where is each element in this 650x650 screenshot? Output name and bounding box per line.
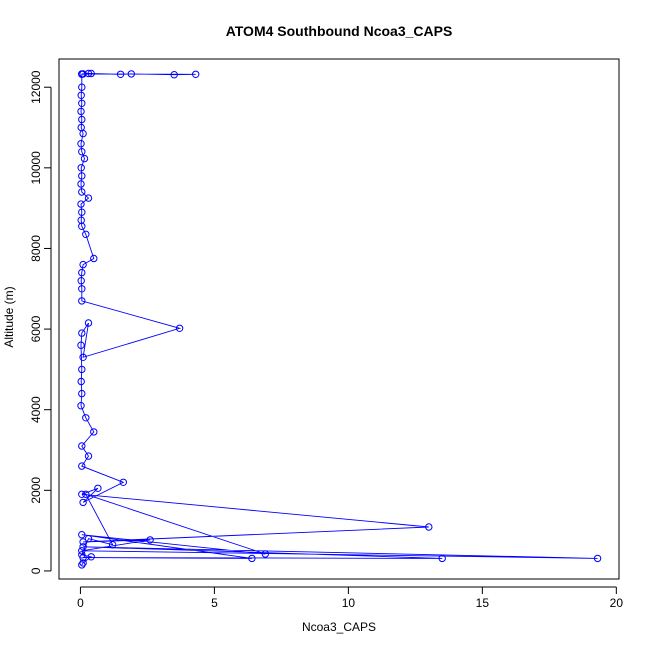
data-point <box>119 478 128 486</box>
data-point <box>78 188 86 196</box>
data-point <box>77 200 85 208</box>
data-point <box>79 129 87 138</box>
series-layer <box>77 69 602 569</box>
data-point <box>425 523 433 531</box>
y-axis-label: Altitude (m) <box>2 286 16 347</box>
data-point <box>94 484 102 492</box>
data-point <box>77 377 85 386</box>
data-point <box>170 71 178 79</box>
data-point <box>78 222 86 231</box>
data-point <box>84 319 93 327</box>
data-point <box>87 553 95 561</box>
data-point <box>438 554 446 563</box>
data-point <box>77 107 85 116</box>
data-point <box>78 531 86 539</box>
data-point <box>79 353 87 361</box>
y-tick-label: 12000 <box>29 70 43 104</box>
data-point <box>78 285 86 293</box>
data-point <box>77 341 85 349</box>
y-tick-label: 0 <box>29 567 43 574</box>
x-tick-label: 0 <box>77 596 84 610</box>
data-point <box>78 490 86 498</box>
data-point <box>82 490 90 498</box>
data-point <box>78 442 86 450</box>
data-point <box>77 140 85 148</box>
data-point <box>78 115 86 124</box>
x-tick-label: 15 <box>476 596 490 610</box>
data-point <box>79 498 87 507</box>
data-point <box>248 554 256 563</box>
data-point <box>90 254 98 263</box>
x-tick-label: 5 <box>211 596 218 610</box>
data-point <box>77 164 85 172</box>
x-axis: 0 5 10 15 20 <box>77 586 624 610</box>
data-point <box>77 91 85 100</box>
data-point <box>78 551 86 559</box>
data-point <box>84 535 93 543</box>
y-tick-label: 2000 <box>29 477 43 504</box>
chart-title: ATOM4 Southbound Ncoa3_CAPS <box>226 23 453 39</box>
data-point <box>78 70 86 79</box>
data-point <box>78 172 86 180</box>
y-tick-label: 10000 <box>29 151 43 185</box>
data-point <box>77 180 85 188</box>
data-point <box>78 268 86 277</box>
data-point <box>78 297 86 305</box>
data-point <box>261 550 269 558</box>
data-point <box>77 277 85 285</box>
data-point <box>192 70 200 79</box>
data-point <box>84 452 93 460</box>
data-point <box>78 329 86 337</box>
data-point <box>175 324 184 332</box>
data-point <box>79 559 87 567</box>
data-point <box>79 543 87 551</box>
data-point <box>78 83 86 91</box>
y-tick-label: 8000 <box>29 235 43 262</box>
data-point <box>78 99 86 108</box>
data-point <box>127 70 136 78</box>
data-point <box>78 547 86 555</box>
plot-frame <box>58 58 620 580</box>
data-point <box>84 194 93 202</box>
y-axis: 0 2000 4000 6000 8000 10000 12000 <box>29 70 52 574</box>
data-point <box>77 402 85 410</box>
x-axis-label: Ncoa3_CAPS <box>302 620 376 634</box>
data-point <box>78 365 86 374</box>
y-tick-label: 6000 <box>29 315 43 342</box>
data-point <box>108 541 117 549</box>
data-point <box>78 389 86 398</box>
data-point <box>82 414 90 422</box>
data-point <box>82 230 90 239</box>
data-point <box>116 70 125 79</box>
y-tick-label: 4000 <box>29 396 43 423</box>
data-point <box>80 154 89 163</box>
data-point <box>87 69 95 78</box>
data-point <box>146 536 154 544</box>
data-point <box>78 148 86 156</box>
x-tick-label: 20 <box>610 596 624 610</box>
data-point <box>78 462 86 470</box>
data-point <box>90 428 98 436</box>
data-point <box>78 561 86 569</box>
data-point <box>78 208 86 216</box>
data-point <box>593 554 602 563</box>
data-point <box>79 260 87 269</box>
x-tick-label: 10 <box>342 596 356 610</box>
data-point <box>79 538 87 546</box>
